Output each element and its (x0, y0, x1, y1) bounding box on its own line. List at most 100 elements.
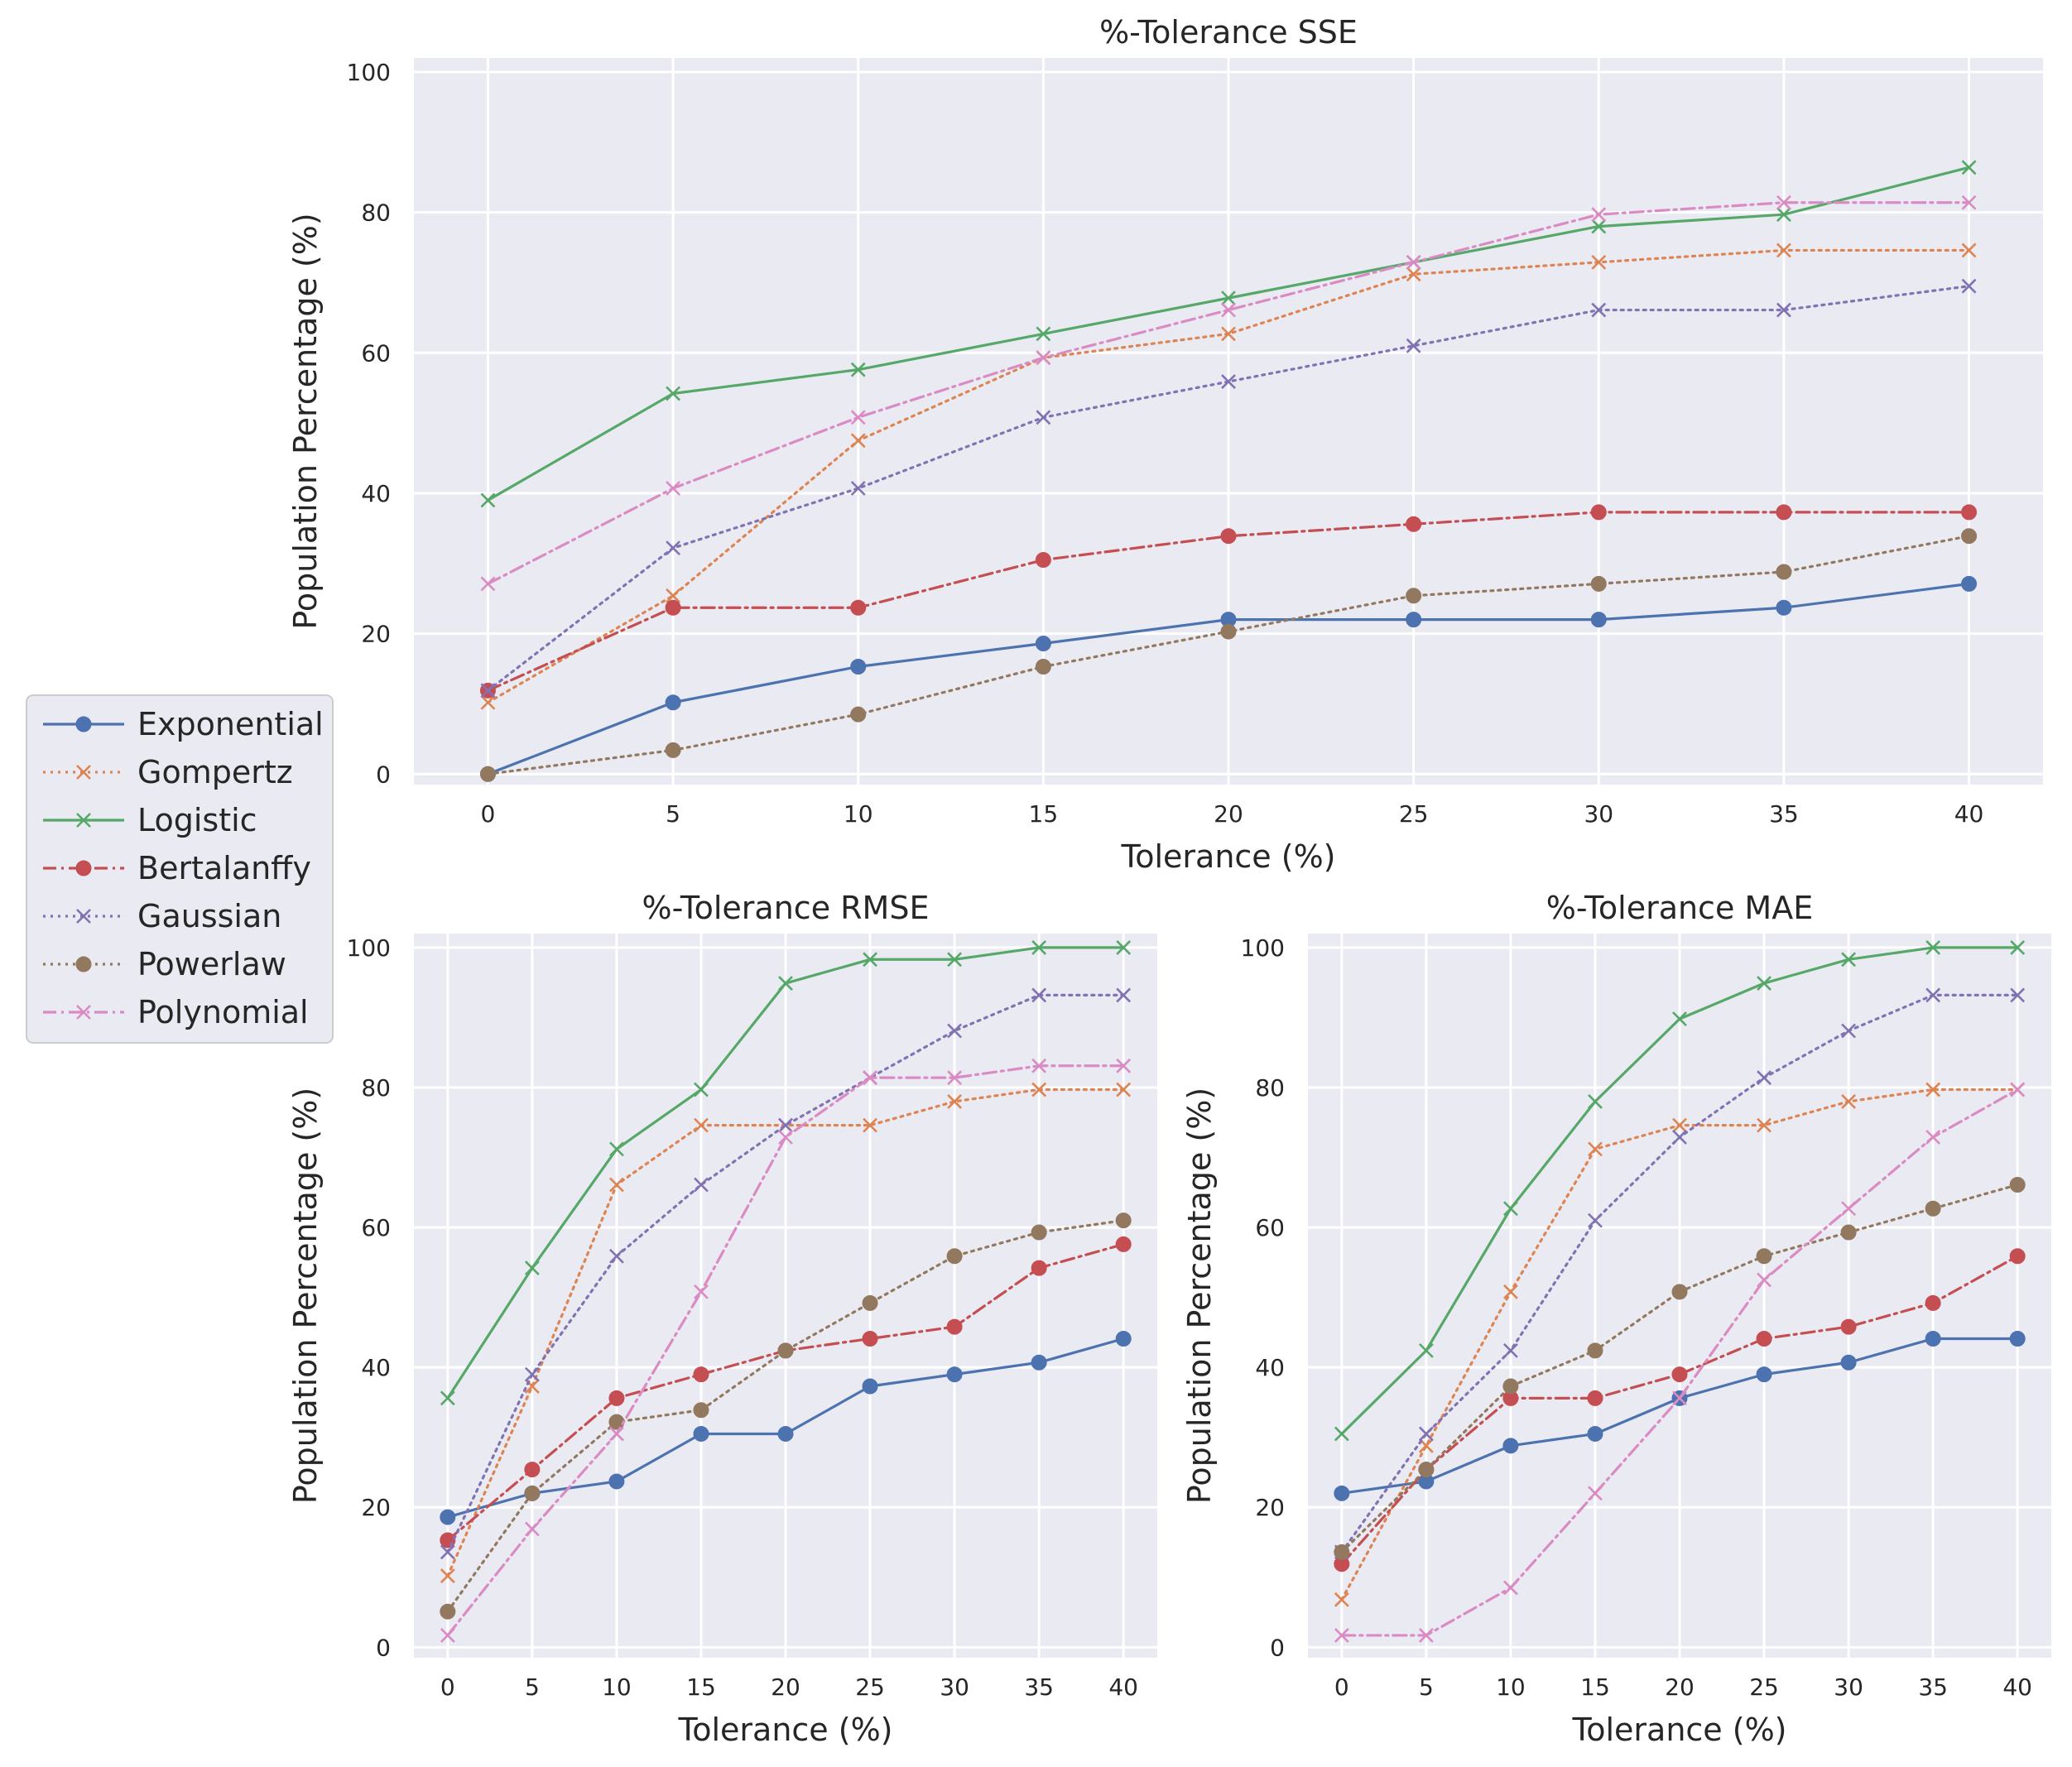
data-point-gaussian (1588, 1212, 1603, 1228)
data-point-gompertz (1776, 242, 1791, 258)
data-point-exponential (1334, 1485, 1350, 1501)
data-point-gaussian (1757, 1070, 1772, 1086)
data-point-polynomial (1031, 1058, 1047, 1073)
data-point-powerlaw (1587, 1342, 1603, 1359)
x-tick-label: 20 (1665, 1673, 1695, 1701)
series-powerlaw (479, 528, 1978, 782)
legend-marker (75, 716, 92, 732)
data-point-logistic (1418, 1342, 1434, 1358)
data-point-gompertz (1406, 266, 1421, 282)
data-point-gompertz (1031, 1082, 1047, 1097)
data-point-powerlaw (1671, 1284, 1688, 1300)
chart-title: %-Tolerance MAE (1546, 890, 1813, 926)
data-point-gaussian (947, 1023, 963, 1039)
data-point-powerlaw (1035, 658, 1051, 675)
data-point-logistic (778, 976, 793, 991)
data-point-polynomial (1116, 1058, 1132, 1073)
y-tick-label: 60 (361, 1214, 391, 1241)
legend-label: Gompertz (137, 754, 293, 790)
series-gompertz (480, 242, 1977, 710)
data-point-exponential (946, 1366, 963, 1383)
data-point-bertalanffy (1115, 1236, 1132, 1252)
data-point-polynomial (440, 1628, 455, 1643)
y-tick-label: 20 (361, 1494, 391, 1521)
x-tick-label: 25 (1399, 800, 1429, 828)
x-tick-label: 35 (1024, 1673, 1054, 1701)
data-point-logistic (666, 386, 681, 401)
data-point-polynomial (1502, 1580, 1518, 1596)
legend-marker (75, 956, 92, 972)
series-powerlaw (1334, 1177, 2026, 1560)
data-point-powerlaw (1925, 1200, 1941, 1217)
y-axis-label: Population Percentage (%) (287, 213, 324, 629)
data-point-gompertz (1502, 1284, 1518, 1299)
legend-marker (75, 860, 92, 876)
legend: Exponential Gompertz Logistic Bertalanffy Ga… (26, 694, 334, 1044)
data-point-bertalanffy (1035, 552, 1051, 569)
data-point-logistic (440, 1390, 455, 1406)
data-point-polynomial (1776, 194, 1791, 210)
data-point-gaussian (1418, 1426, 1434, 1442)
data-point-powerlaw (1776, 564, 1792, 580)
chart-title: %-Tolerance SSE (1099, 14, 1358, 50)
data-point-powerlaw (1840, 1224, 1857, 1241)
data-point-powerlaw (665, 742, 681, 758)
data-point-logistic (1334, 1426, 1349, 1442)
data-point-polynomial (863, 1070, 877, 1086)
data-point-powerlaw (1220, 623, 1237, 640)
data-point-gompertz (1588, 1141, 1603, 1157)
y-tick-label: 80 (361, 1074, 391, 1102)
y-tick-label: 100 (347, 934, 391, 962)
data-point-bertalanffy (665, 599, 681, 616)
data-point-bertalanffy (1925, 1294, 1941, 1311)
data-point-polynomial (947, 1070, 963, 1086)
data-point-gompertz (863, 1117, 877, 1133)
data-point-bertalanffy (1220, 528, 1237, 545)
legend-marker (76, 909, 91, 924)
data-point-gaussian (1116, 987, 1132, 1003)
data-point-logistic (1961, 160, 1977, 175)
data-point-powerlaw (862, 1294, 878, 1311)
legend-marker (76, 765, 91, 780)
data-point-gompertz (666, 588, 681, 603)
x-tick-label: 0 (1334, 1673, 1349, 1701)
series-powerlaw (440, 1212, 1132, 1620)
legend-entry-logistic: Logistic (43, 802, 257, 838)
data-point-bertalanffy (850, 599, 867, 616)
data-point-logistic (524, 1260, 540, 1276)
x-tick-label: 20 (1214, 800, 1243, 828)
y-tick-label: 40 (1255, 1354, 1285, 1381)
data-point-logistic (850, 362, 866, 377)
data-point-gaussian (2010, 987, 2026, 1003)
legend-entry-gaussian: Gaussian (43, 898, 281, 934)
legend-label: Polynomial (137, 994, 309, 1030)
data-point-logistic (694, 1082, 709, 1097)
data-point-gaussian (1502, 1342, 1518, 1358)
data-point-bertalanffy (1031, 1260, 1047, 1276)
data-point-bertalanffy (608, 1390, 625, 1406)
data-point-powerlaw (946, 1248, 963, 1265)
data-point-gompertz (694, 1117, 709, 1133)
data-point-logistic (1036, 326, 1051, 342)
data-point-polynomial (778, 1130, 793, 1145)
data-point-gaussian (524, 1366, 540, 1382)
data-point-exponential (1925, 1330, 1941, 1347)
legend-label: Bertalanffy (137, 850, 311, 886)
data-point-gompertz (1591, 254, 1607, 270)
data-point-gaussian (778, 1117, 793, 1133)
y-tick-label: 100 (1241, 934, 1285, 962)
x-tick-label: 30 (1584, 800, 1613, 828)
x-tick-label: 5 (525, 1673, 540, 1701)
data-point-polynomial (1591, 207, 1607, 223)
x-tick-label: 0 (481, 800, 496, 828)
data-point-powerlaw (1406, 588, 1422, 604)
y-tick-label: 40 (361, 480, 391, 507)
x-tick-label: 15 (1580, 1673, 1610, 1701)
data-point-bertalanffy (1406, 516, 1422, 532)
data-point-gompertz (1672, 1117, 1687, 1133)
y-tick-label: 0 (376, 761, 391, 788)
data-point-polynomial (1961, 194, 1977, 210)
series-line-gaussian (446, 993, 1125, 1553)
data-point-bertalanffy (1590, 504, 1607, 521)
